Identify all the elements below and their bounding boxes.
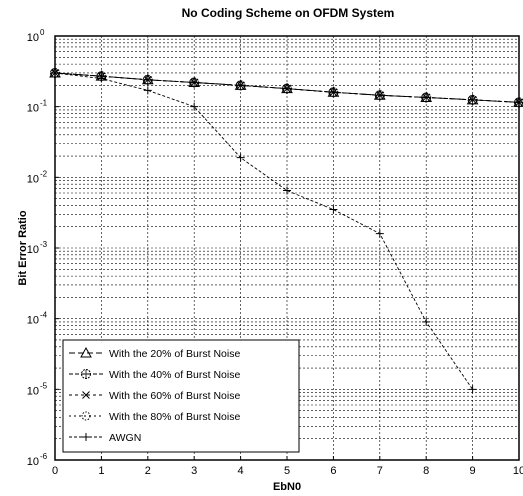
x-tick-label: 5: [284, 465, 290, 477]
x-tick-label: 0: [52, 465, 58, 477]
y-tick-label: 10: [27, 173, 39, 185]
x-tick-label: 2: [145, 465, 151, 477]
marker-dot: [421, 92, 431, 102]
y-tick-label: 10: [27, 244, 39, 256]
y-tick-exponent: -4: [40, 311, 48, 320]
marker-x: [468, 95, 477, 104]
y-tick-exponent: -6: [40, 452, 48, 461]
legend-entry: With the 60% of Burst Noise: [109, 390, 240, 402]
x-tick-label: 1: [98, 465, 104, 477]
y-tick-label: 10: [27, 103, 39, 115]
marker-x: [515, 98, 523, 107]
marker-dot: [189, 77, 199, 87]
y-tick-label: 10: [27, 385, 39, 397]
x-tick-label: 8: [423, 465, 429, 477]
legend-entry: With the 40% of Burst Noise: [109, 369, 240, 381]
x-tick-label: 7: [377, 465, 383, 477]
y-tick-exponent: -2: [40, 169, 48, 178]
marker-dot: [236, 80, 246, 90]
series-line: [54, 72, 520, 103]
y-tick-exponent: 0: [40, 28, 45, 37]
legend-entry: With the 20% of Burst Noise: [109, 348, 240, 360]
legend-entry: With the 80% of Burst Noise: [109, 411, 240, 423]
x-tick-label: 4: [238, 465, 244, 477]
marker-plus: [143, 86, 152, 95]
y-tick-exponent: -1: [40, 99, 48, 108]
y-tick-label: 10: [27, 456, 39, 468]
marker-x: [143, 75, 152, 84]
x-tick-label: 3: [191, 465, 197, 477]
marker-dot: [282, 84, 292, 94]
marker-plus: [82, 433, 90, 441]
series-line: [54, 72, 473, 390]
marker-x: [82, 391, 90, 399]
x-axis-ticks: 0 1 2 3 4 5 6 7 8 9 10: [52, 456, 523, 477]
marker-x: [422, 93, 431, 102]
x-tick-label: 10: [513, 465, 523, 477]
y-axis-label: Bit Error Ratio: [17, 210, 29, 285]
y-tick-label: 10: [27, 32, 39, 44]
marker-plus: [375, 229, 384, 238]
marker-circle: [81, 369, 91, 379]
y-tick-exponent: -3: [40, 240, 48, 249]
marker-plus: [97, 74, 106, 83]
marker-plus: [329, 205, 338, 214]
marker-x: [283, 84, 291, 93]
legend-box: [62, 339, 300, 453]
y-tick-label: 10: [27, 315, 39, 327]
marker-dot: [514, 97, 523, 107]
marker-dot: [328, 87, 338, 97]
chart-title: No Coding Scheme on OFDM System: [182, 6, 395, 20]
marker-triangle: [80, 346, 92, 358]
series-1: [49, 66, 523, 107]
marker-plus: [468, 385, 477, 394]
marker-x: [190, 78, 199, 87]
marker-plus: [236, 153, 245, 162]
x-tick-label: 6: [330, 465, 336, 477]
x-axis-label: EbN0: [273, 481, 301, 493]
series-layer: [49, 66, 523, 394]
legend: With the 20% of Burst Noise With the 40% …: [62, 339, 300, 453]
series-5: [51, 68, 477, 394]
marker-plus: [422, 317, 431, 326]
marker-dot: [143, 75, 153, 85]
marker-dot: [468, 95, 478, 105]
marker-dot: [375, 90, 385, 100]
legend-entry: AWGN: [109, 432, 141, 444]
marker-plus: [190, 102, 199, 111]
marker-dot: [81, 411, 91, 421]
marker-plus: [283, 186, 291, 195]
y-tick-exponent: -5: [40, 381, 48, 390]
marker-plus: [51, 68, 59, 77]
marker-x: [329, 88, 338, 97]
marker-plus: [82, 370, 90, 378]
x-tick-label: 9: [470, 465, 476, 477]
